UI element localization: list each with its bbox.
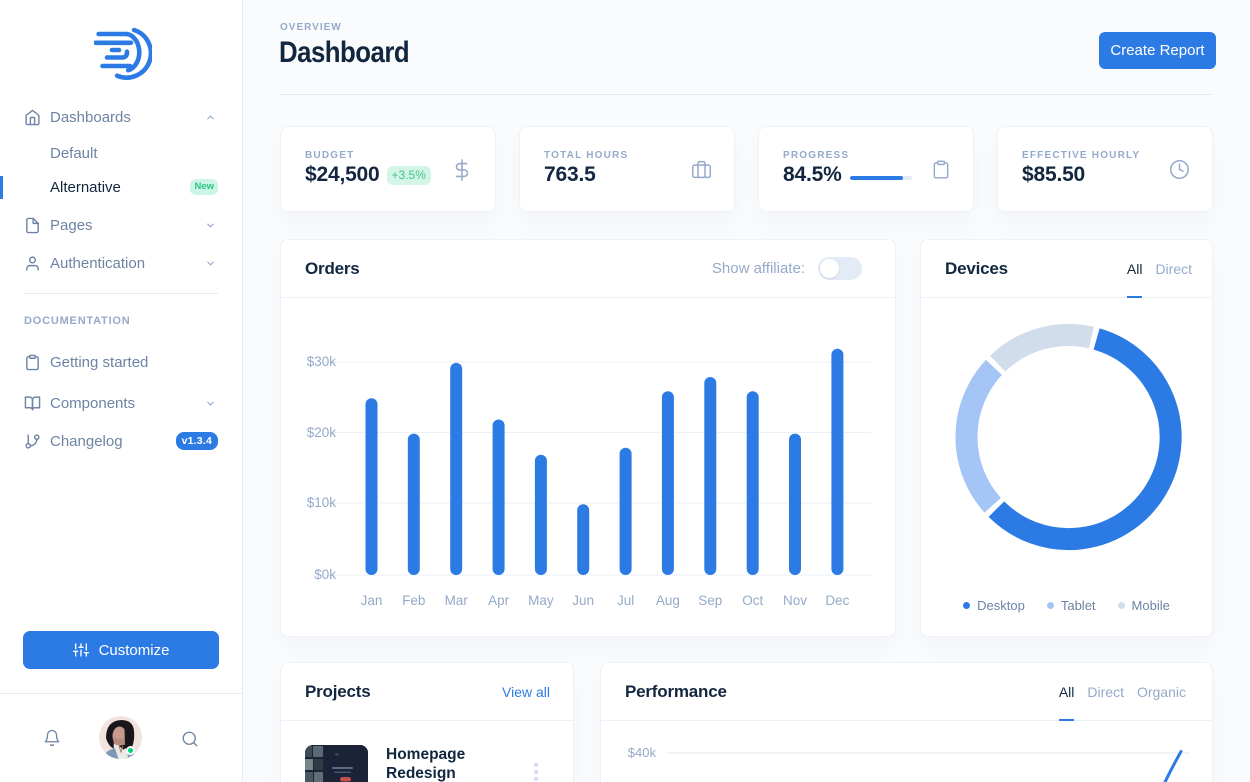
svg-text:Aug: Aug [656,593,680,608]
svg-text:Jan: Jan [361,593,383,608]
svg-text:Nov: Nov [783,593,807,608]
svg-text:Jul: Jul [617,593,634,608]
svg-text:Sep: Sep [698,593,722,608]
svg-text:Apr: Apr [488,593,510,608]
svg-text:Dec: Dec [825,593,849,608]
svg-text:$20k: $20k [307,425,337,440]
svg-text:$30k: $30k [307,354,337,369]
svg-text:Oct: Oct [742,593,763,608]
svg-text:Mar: Mar [445,593,469,608]
svg-text:$0k: $0k [314,567,336,582]
svg-text:Feb: Feb [402,593,425,608]
svg-text:$40k: $40k [628,745,657,760]
svg-text:$10k: $10k [307,495,337,510]
svg-text:Jun: Jun [572,593,594,608]
svg-text:May: May [528,593,554,608]
